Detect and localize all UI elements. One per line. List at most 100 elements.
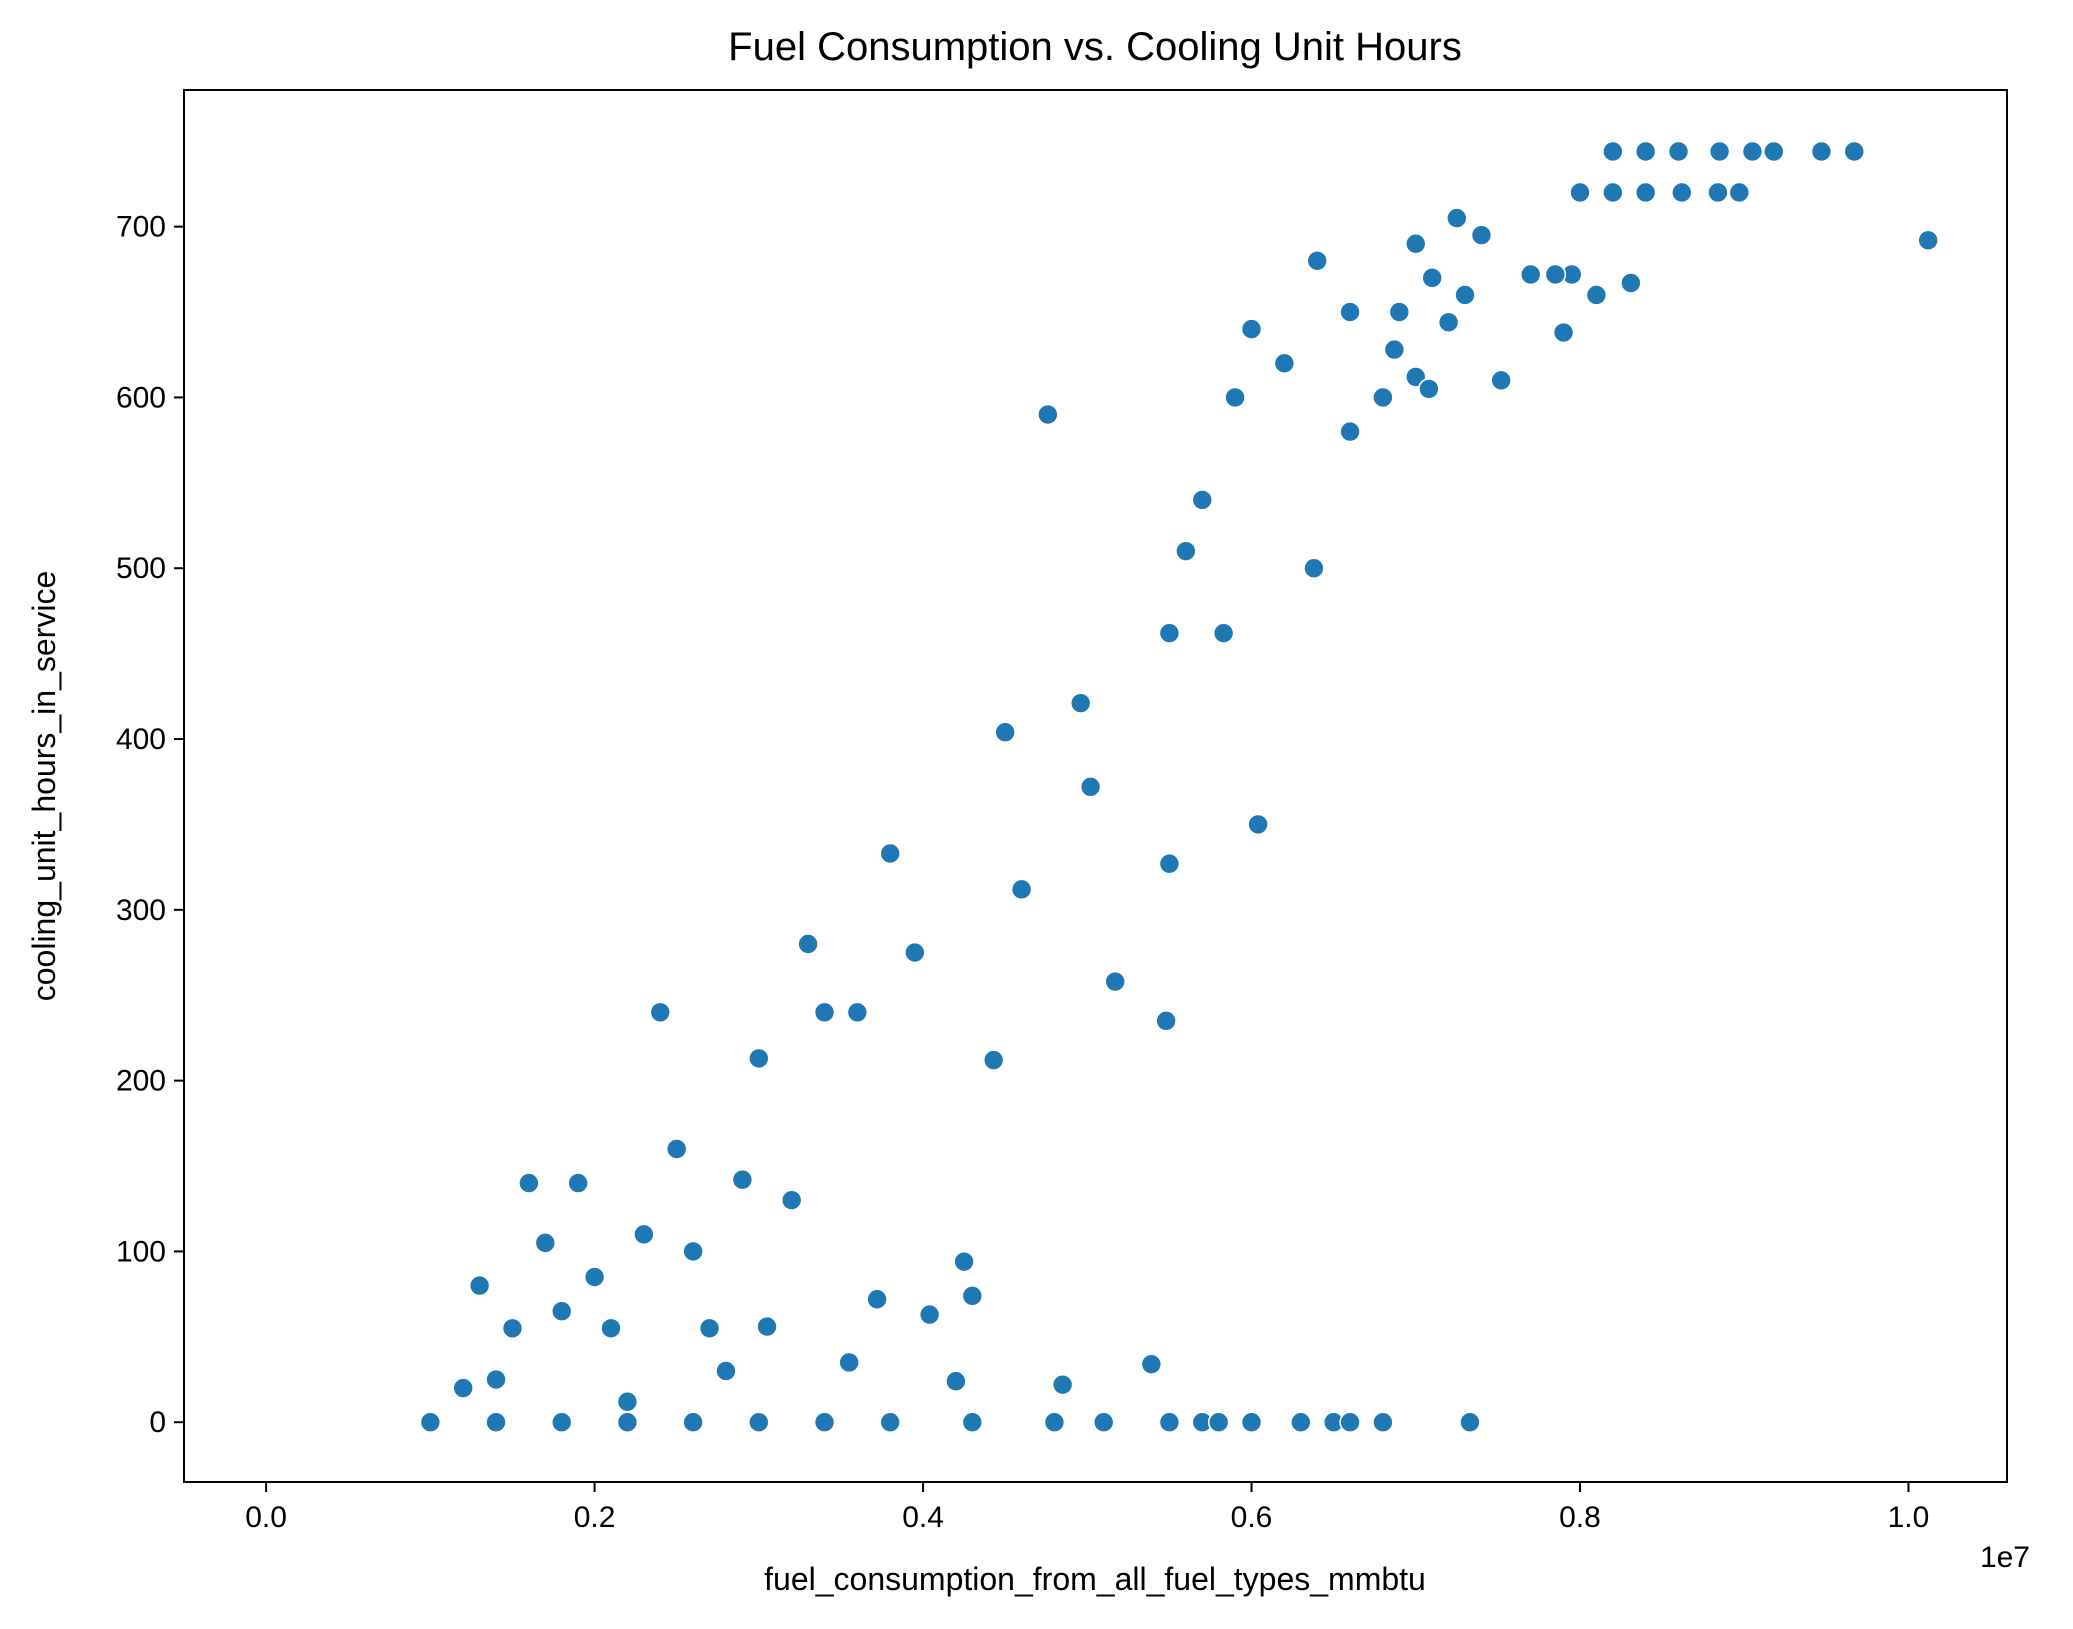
y-tick-label: 100	[116, 1235, 166, 1268]
scatter-point	[1602, 181, 1624, 204]
plot-frame	[183, 89, 2008, 1483]
scatter-point	[665, 1138, 688, 1160]
scatter-point	[485, 1368, 507, 1391]
scatter-point	[1043, 1411, 1066, 1434]
scatter-point	[846, 1001, 869, 1024]
scatter-point	[1010, 878, 1033, 901]
scatter-point	[994, 721, 1016, 744]
scatter-point	[715, 1360, 737, 1382]
y-tick-label: 600	[116, 381, 166, 414]
scatter-point	[1404, 232, 1427, 255]
x-tick-label: 0.8	[1559, 1501, 1601, 1534]
scatter-point	[1339, 420, 1361, 443]
scatter-point	[468, 1274, 491, 1297]
scatter-point	[953, 1250, 975, 1273]
scatter-point	[1289, 1411, 1312, 1434]
scatter-point	[1372, 1411, 1394, 1434]
scatter-point	[838, 1351, 860, 1374]
scatter-point	[1552, 321, 1575, 344]
scatter-point	[1104, 970, 1127, 993]
scatter-point	[1585, 284, 1608, 306]
scatter-point	[1671, 181, 1693, 204]
scatter-point	[1728, 181, 1751, 204]
scatter-point	[1708, 140, 1731, 163]
y-tick-label: 200	[116, 1065, 166, 1098]
scatter-point	[1240, 1411, 1263, 1434]
scatter-point	[682, 1411, 704, 1434]
scatter-point	[1544, 263, 1567, 286]
scatter-point	[797, 933, 819, 955]
y-axis-label: cooling_unit_hours_in_service	[26, 571, 62, 1002]
scatter-point	[616, 1411, 639, 1434]
scatter-point	[518, 1172, 540, 1194]
scatter-point	[1273, 352, 1296, 375]
scatter-point	[731, 1168, 754, 1191]
scatter-point	[1917, 229, 1939, 252]
scatter-point	[1051, 1373, 1074, 1396]
scatter-point	[1421, 267, 1443, 289]
y-tick-label: 500	[116, 552, 166, 585]
scatter-point	[1212, 622, 1235, 644]
scatter-point	[1069, 692, 1092, 714]
scatter-point	[698, 1317, 721, 1340]
scatter-point	[982, 1049, 1005, 1071]
scatter-point	[633, 1223, 655, 1246]
scatter-point	[682, 1240, 704, 1263]
scatter-point	[1741, 140, 1764, 163]
scatter-point	[1634, 181, 1657, 204]
x-tick-label: 0.0	[245, 1501, 287, 1534]
scatter-point	[1437, 311, 1460, 334]
scatter-point	[1470, 224, 1493, 246]
x-tick-label: 0.4	[902, 1501, 944, 1534]
scatter-point	[1634, 140, 1657, 163]
scatter-point	[1459, 1411, 1481, 1434]
scatter-point	[1843, 140, 1866, 163]
x-axis-offset-label: 1e7	[1980, 1541, 2030, 1574]
scatter-point	[1306, 249, 1329, 272]
scatter-point	[1446, 207, 1468, 229]
scatter-point	[756, 1315, 778, 1338]
scatter-point	[1207, 1411, 1230, 1434]
chart-title: Fuel Consumption vs. Cooling Unit Hours	[728, 25, 1462, 69]
scatter-point	[1707, 181, 1729, 204]
x-axis: 0.0 0.2 0.4 0.6 0.8 1.0	[245, 1482, 1929, 1534]
scatter-point	[748, 1047, 770, 1070]
scatter-point	[945, 1370, 967, 1393]
scatter-point	[1191, 489, 1214, 511]
scatter-point	[918, 1303, 941, 1326]
scatter-point	[813, 1001, 836, 1024]
x-tick-label: 0.2	[574, 1501, 616, 1534]
scatter-point	[485, 1411, 507, 1434]
x-tick-label: 1.0	[1888, 1501, 1930, 1534]
scatter-point	[600, 1317, 622, 1340]
scatter-point	[616, 1390, 639, 1413]
scatter-point	[1158, 1411, 1181, 1434]
scatter-point	[1158, 852, 1181, 875]
scatter-point	[1079, 776, 1102, 798]
scatter-point	[879, 842, 902, 865]
scatter-point	[1620, 272, 1642, 294]
scatter-point	[1339, 1411, 1361, 1434]
scatter-point	[904, 941, 926, 964]
y-tick-label: 300	[116, 894, 166, 927]
scatter-point	[1037, 403, 1059, 426]
scatter-point	[1372, 386, 1394, 409]
scatter-point	[1240, 318, 1263, 340]
scatter-point	[1339, 301, 1361, 323]
scatter-point	[780, 1189, 803, 1211]
scatter-point	[1569, 181, 1591, 204]
scatter-point	[534, 1232, 557, 1254]
y-tick-label: 0	[149, 1406, 166, 1439]
scatter-point	[961, 1285, 984, 1307]
y-tick-label: 700	[116, 211, 166, 244]
scatter-point	[501, 1317, 524, 1340]
points-layer	[419, 140, 1939, 1434]
y-tick-label: 400	[116, 723, 166, 756]
y-axis: 0 100 200 300 400 500 600 700	[116, 211, 184, 1439]
scatter-point	[1762, 140, 1785, 163]
scatter-point	[1383, 338, 1406, 361]
scatter-point	[1155, 1010, 1177, 1032]
scatter-point	[1602, 140, 1624, 163]
